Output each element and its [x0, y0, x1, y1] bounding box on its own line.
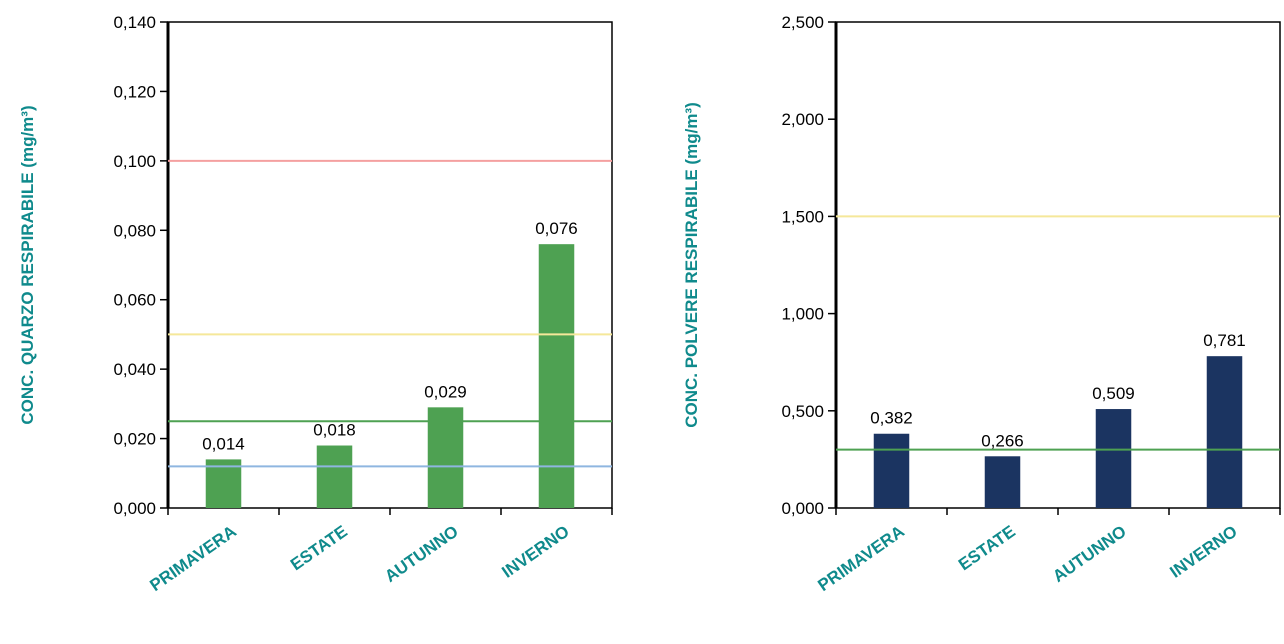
x-tick-label: AUTUNNO [1049, 522, 1130, 586]
data-label: 0,076 [535, 219, 578, 238]
x-tick-label: PRIMAVERA [814, 522, 907, 595]
data-label: 0,266 [981, 431, 1024, 450]
y-tick-label: 2,500 [781, 13, 824, 32]
y-tick-label: 0,000 [781, 499, 824, 518]
dust-chart: 0,000 0,500 1,000 1,500 2,000 2,500 CONC. POLV… [682, 13, 1281, 595]
bar [205, 459, 242, 508]
y-tick-label: 0,100 [113, 152, 156, 171]
y-tick-label: 1,500 [781, 207, 824, 226]
y-tick-label: 0,060 [113, 291, 156, 310]
data-label: 0,509 [1092, 384, 1135, 403]
data-label: 0,018 [313, 421, 356, 440]
x-tick-label: ESTATE [287, 522, 351, 575]
data-label: 0,382 [870, 409, 913, 428]
x-tick-label: AUTUNNO [381, 522, 462, 586]
y-tick-label: 0,040 [113, 360, 156, 379]
y-tick-label: 2,000 [781, 110, 824, 129]
y-tick-label: 0,020 [113, 430, 156, 449]
bar [538, 244, 575, 508]
bar [984, 456, 1021, 508]
quartz-chart: 0,000 0,020 0,040 0,060 0,080 0,100 0,120 0,140… [18, 13, 613, 595]
bar [316, 445, 353, 508]
y-tick-label: 0,500 [781, 402, 824, 421]
y-tick-label: 0,120 [113, 82, 156, 101]
bar [873, 433, 910, 508]
x-tick-label: INVERNO [1166, 522, 1240, 582]
y-tick-label: 1,000 [781, 305, 824, 324]
y-tick-label: 0,080 [113, 221, 156, 240]
y-tick-label: 0,140 [113, 13, 156, 32]
bar [1095, 409, 1132, 508]
y-axis-label: CONC. QUARZO RESPIRABILE (mg/m³) [18, 105, 37, 424]
y-axis-label: CONC. POLVERE RESPIRABILE (mg/m³) [682, 102, 701, 428]
x-tick-label: PRIMAVERA [146, 522, 239, 595]
x-tick-label: ESTATE [955, 522, 1019, 575]
bar [1206, 356, 1243, 508]
y-tick-label: 0,000 [113, 499, 156, 518]
bar [427, 407, 464, 508]
data-label: 0,781 [1203, 331, 1246, 350]
data-label: 0,029 [424, 382, 467, 401]
x-tick-label: INVERNO [498, 522, 572, 582]
data-label: 0,014 [202, 434, 245, 453]
